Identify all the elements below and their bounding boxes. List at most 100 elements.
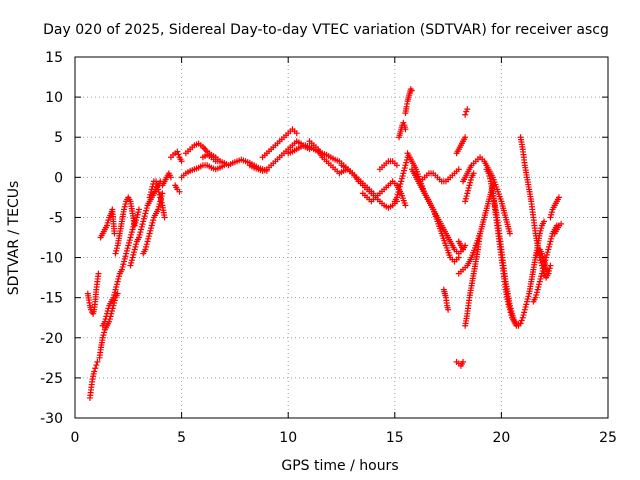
data-point [144,238,151,245]
data-point [517,320,524,327]
data-point [558,220,565,227]
data-point [126,239,133,246]
data-point [174,148,181,155]
data-point [463,193,470,200]
series-arc-ae [453,134,469,157]
data-point [100,332,107,339]
data-point [143,205,150,212]
data-point [175,151,182,158]
data-point [143,243,150,250]
data-point [159,190,166,197]
data-point [113,247,120,254]
data-point [543,254,550,261]
y-tick-label: -5 [49,210,63,226]
data-point [137,229,144,236]
chart-title: Day 020 of 2025, Sidereal Day-to-day VTE… [43,22,609,38]
data-point [176,188,183,195]
data-point [93,362,100,369]
data-point [506,302,513,309]
data-point [548,209,555,216]
data-point [396,186,403,193]
series-arc-j [159,170,174,189]
series-arc-k [167,148,185,165]
data-point [114,290,121,297]
data-point [103,222,110,229]
data-point [543,251,550,258]
data-point [465,185,472,192]
data-point [157,194,164,201]
data-point [545,246,552,253]
data-point [462,134,469,141]
data-point [136,231,143,238]
data-point [546,243,553,250]
data-point [105,305,112,312]
series-arc-a [86,358,101,401]
data-point [395,189,402,196]
data-point [523,301,530,308]
data-point [122,201,129,208]
data-point [161,214,168,221]
data-point [142,246,149,253]
data-point [113,283,120,290]
plot-frame [74,56,609,419]
data-point [101,318,108,325]
data-point [110,294,117,301]
data-point [153,181,160,188]
series-arc-d [99,218,138,329]
data-point [470,170,477,177]
data-point [133,214,140,221]
data-point [135,209,142,216]
x-tick-label: 5 [177,430,186,446]
series-arc-x [402,86,415,117]
data-point [155,186,162,193]
data-point [119,263,126,270]
data-point [542,263,549,270]
data-point [154,183,161,190]
data-point [127,262,134,269]
data-point [401,164,408,171]
data-point [547,238,554,245]
data-point [538,250,545,257]
data-point [127,234,134,241]
data-point [408,87,415,94]
data-point [519,314,526,321]
series-arc-aa [408,166,467,257]
data-point [138,223,145,230]
data-point [155,206,162,213]
data-point [535,283,542,290]
data-point [555,194,562,201]
data-point [130,251,137,258]
data-point [508,308,515,315]
data-point [124,245,131,252]
data-point [521,309,528,316]
data-point [525,293,532,300]
data-point [536,281,543,288]
data-point [521,306,528,313]
data-point [546,241,553,248]
data-point [149,219,156,226]
data-point [141,213,148,220]
data-point [396,183,403,190]
data-point [539,253,546,260]
series-arc-i [146,178,168,221]
data-point [533,291,540,298]
data-point [115,275,122,282]
data-point [485,170,492,177]
data-point [128,231,135,238]
data-point [143,207,150,214]
data-point [537,275,544,282]
x-tick-label: 10 [279,430,297,446]
data-point [118,266,125,273]
data-point [393,194,400,201]
data-point [548,233,555,240]
data-point [94,358,101,365]
data-point [403,159,410,166]
data-point [148,186,155,193]
series-arc-w [396,119,409,141]
data-point [537,227,544,234]
data-point [111,300,118,307]
data-point [507,305,514,312]
data-point [462,242,469,249]
x-tick-labels: 0 5 10 15 20 25 [71,430,617,446]
data-point [541,218,548,225]
